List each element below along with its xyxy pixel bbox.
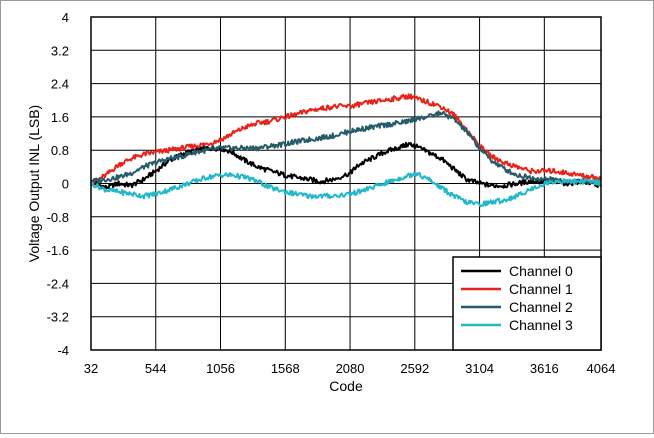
legend-box — [452, 256, 602, 351]
x-tick-label: 32 — [84, 361, 98, 376]
series-line-1 — [90, 93, 602, 187]
x-tick-label: 2592 — [400, 361, 429, 376]
legend-entry-2: Channel 2 — [509, 299, 573, 315]
y-tick-label: -0.8 — [47, 210, 69, 225]
x-tick-label: 2080 — [336, 361, 365, 376]
y-tick-label: 1.6 — [51, 110, 69, 125]
x-tick-label: 544 — [145, 361, 167, 376]
legend-entry-1: Channel 1 — [509, 281, 573, 297]
series-line-2 — [90, 110, 602, 186]
y-tick-labels: 4 3.2 2.4 1.6 0.8 0 -0.8 -1.6 -2.4 -3.2 -4 — [47, 10, 69, 358]
x-tick-label: 3104 — [465, 361, 494, 376]
grid-lines — [90, 16, 602, 351]
x-tick-label: 4064 — [587, 361, 616, 376]
x-axis-label: Code — [329, 378, 363, 394]
plot-border — [90, 16, 602, 351]
y-tick-label: -4 — [57, 343, 69, 358]
x-tick-label: 1568 — [271, 361, 300, 376]
y-tick-label: 2.4 — [51, 77, 69, 92]
legend-entry-0: Channel 0 — [509, 263, 573, 279]
series-line-3 — [90, 172, 602, 208]
y-tick-label: 0 — [62, 177, 69, 192]
y-tick-label: 0.8 — [51, 143, 69, 158]
y-tick-label: -1.6 — [47, 243, 69, 258]
y-tick-label: 3.2 — [51, 43, 69, 58]
y-axis-label: Voltage Output INL (LSB) — [26, 105, 42, 262]
legend: Channel 0 Channel 1 Channel 2 Channel 3 — [452, 256, 602, 351]
x-tick-label: 3616 — [530, 361, 559, 376]
x-tick-labels: 32 544 1056 1568 2080 2592 3104 3616 4064 — [84, 361, 616, 376]
y-tick-label: 4 — [62, 10, 69, 25]
y-tick-label: -3.2 — [47, 310, 69, 325]
x-tick-label: 1056 — [206, 361, 235, 376]
series-lines — [90, 93, 602, 208]
y-tick-label: -2.4 — [47, 276, 69, 291]
legend-entry-3: Channel 3 — [509, 317, 573, 333]
